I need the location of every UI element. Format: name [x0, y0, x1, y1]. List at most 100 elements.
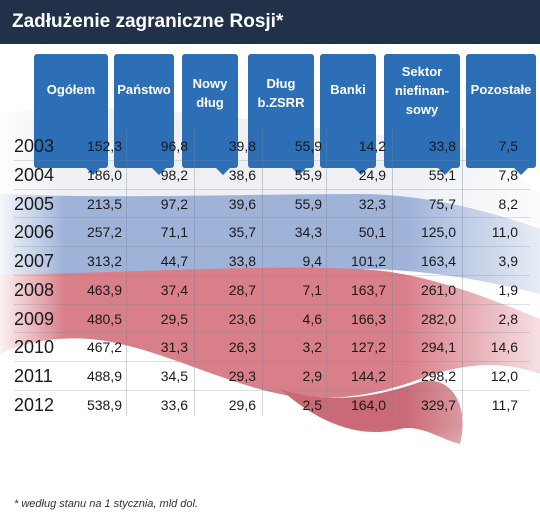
table-cell: 31,3 — [160, 339, 188, 356]
table-cell: 55,9 — [294, 166, 322, 183]
table-cell: 166,3 — [350, 310, 386, 327]
table-cell: 467,2 — [86, 339, 122, 356]
table-cell: 71,1 — [160, 224, 188, 241]
column-separator — [262, 128, 263, 416]
column-header-label: Państwo — [117, 82, 171, 97]
column-header-label: Pozostałe — [470, 82, 532, 97]
row-divider — [14, 332, 530, 334]
table-cell: 2,8 — [498, 310, 518, 327]
table-cell: 55,9 — [294, 138, 322, 154]
row-divider — [14, 303, 530, 305]
table-cell: 23,6 — [228, 310, 256, 327]
table-cell: 538,9 — [86, 396, 122, 413]
table-row: 2008 463,9 37,4 28,7 7,1 163,7 261,0 1,9 — [14, 276, 530, 304]
table-row: 2011 488,9 34,5 29,3 2,9 144,2 298,2 12,0 — [14, 362, 530, 390]
debt-table: Ogółem Państwo Nowy dług Dług b.ZSRR Banki Sekt… — [0, 44, 540, 496]
table-cell: 97,2 — [160, 195, 188, 212]
table-cell: 163,4 — [420, 253, 456, 269]
row-year: 2012 — [14, 394, 55, 415]
row-year: 2007 — [14, 251, 55, 271]
table-cell: 7,8 — [498, 166, 518, 183]
table-cell: 33,6 — [160, 396, 188, 413]
column-header-label: niefinan- — [394, 83, 450, 98]
table-row: 2009 480,5 29,5 23,6 4,6 166,3 282,0 2,8 — [14, 305, 530, 333]
column-header: Nowy dług — [182, 54, 238, 175]
table-cell: 329,7 — [420, 396, 456, 413]
column-header-label: sowy — [405, 102, 439, 117]
chart-title: Zadłużenie zagraniczne Rosji* — [0, 0, 540, 44]
column-separator — [392, 128, 393, 416]
table-cell: 26,3 — [228, 339, 256, 356]
column-header: Banki — [320, 54, 376, 175]
table-cell: 144,2 — [350, 368, 386, 384]
table-cell: 2,5 — [302, 396, 322, 413]
table-cell: 2,9 — [302, 368, 322, 384]
table-cell: 55,1 — [428, 166, 456, 183]
table-cell: 480,5 — [86, 310, 122, 327]
table-row: 2005 213,5 97,2 39,6 55,9 32,3 75,7 8,2 — [14, 190, 530, 218]
table-cell: 39,8 — [228, 138, 256, 154]
column-header-label: Nowy — [192, 76, 228, 91]
table-cell: 7,5 — [498, 138, 518, 154]
row-divider — [14, 274, 530, 276]
table-cell: 164,0 — [350, 396, 386, 413]
column-header: Dług b.ZSRR — [248, 54, 314, 175]
table-cell: 29,3 — [228, 368, 256, 384]
row-year: 2009 — [14, 308, 55, 329]
table-cell: 152,3 — [86, 138, 122, 154]
table-cell: 12,0 — [490, 368, 518, 384]
table-cell: 294,1 — [420, 339, 456, 356]
column-header-label: Dług — [266, 76, 296, 91]
table-cell: 213,5 — [86, 195, 122, 212]
row-year: 2004 — [14, 164, 55, 185]
table-cell: 34,3 — [294, 224, 322, 241]
table-cell: 33,8 — [228, 253, 256, 269]
table-cell: 463,9 — [86, 281, 122, 298]
table-cell: 33,8 — [428, 138, 456, 154]
column-separator — [194, 128, 195, 416]
table-cell: 261,0 — [420, 281, 456, 298]
table-cell: 34,5 — [160, 368, 188, 384]
table-cell: 96,8 — [160, 138, 188, 154]
table-cell: 44,7 — [160, 253, 188, 269]
table-row: 2010 467,2 31,3 26,3 3,2 127,2 294,1 14,6 — [14, 333, 530, 361]
table-cell: 163,7 — [350, 281, 386, 298]
table-cell: 101,2 — [350, 253, 386, 269]
row-divider — [14, 389, 530, 391]
table-cell: 298,2 — [420, 368, 456, 384]
column-header-label: Banki — [330, 82, 366, 97]
row-divider — [14, 159, 530, 161]
row-divider — [14, 217, 530, 219]
table-cell: 38,6 — [228, 166, 256, 183]
column-header: Państwo — [114, 54, 174, 175]
row-year: 2005 — [14, 193, 55, 214]
table-row: 2004 186,0 98,2 38,6 55,9 24,9 55,1 7,8 — [14, 161, 530, 189]
table-cell: 11,0 — [491, 224, 518, 241]
table-row: 2007 313,2 44,7 33,8 9,4 101,2 163,4 3,9 — [14, 247, 530, 275]
table-cell: 29,6 — [228, 396, 256, 413]
table-cell: 98,2 — [160, 166, 188, 183]
column-header-label: b.ZSRR — [257, 95, 305, 110]
table-cell: 7,1 — [302, 281, 322, 298]
table-cell: 24,9 — [358, 166, 386, 183]
table-cell: 282,0 — [420, 310, 456, 327]
row-year: 2010 — [14, 337, 55, 358]
table-cell: 28,7 — [228, 281, 256, 298]
table-cell: 257,2 — [86, 224, 122, 241]
table-cell: 11,7 — [491, 396, 518, 413]
row-divider — [14, 246, 530, 247]
table-cell: 186,0 — [86, 166, 122, 183]
table-cell: 1,9 — [498, 281, 518, 298]
footnote: * według stanu na 1 stycznia, mld dol. — [14, 498, 199, 510]
table-cell: 35,7 — [228, 224, 256, 241]
table-cell: 75,7 — [428, 195, 456, 212]
row-divider — [14, 361, 530, 362]
table-cell: 37,4 — [160, 281, 188, 298]
table-cell: 8,2 — [498, 195, 518, 212]
table-cell: 14,2 — [358, 138, 386, 154]
column-header-label: Sektor — [401, 64, 443, 79]
table-row: 2012 538,9 33,6 29,6 2,5 164,0 329,7 11,7 — [14, 391, 530, 419]
table-cell: 313,2 — [86, 253, 122, 269]
row-divider — [14, 188, 530, 190]
column-separator — [326, 128, 327, 416]
